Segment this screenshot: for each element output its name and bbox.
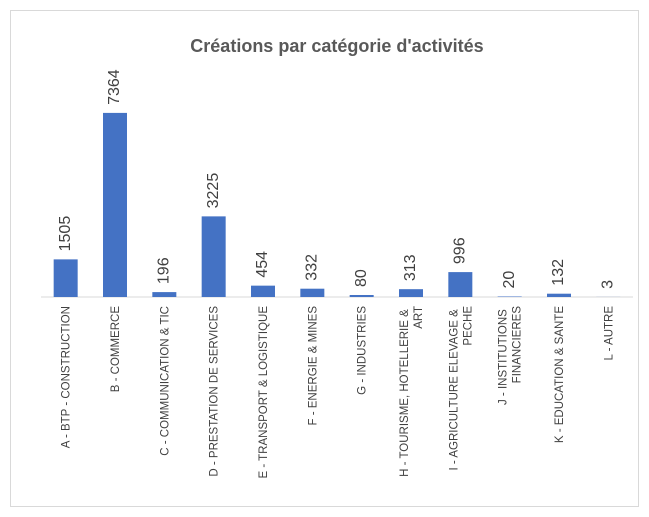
data-label: 332 xyxy=(304,254,321,281)
data-label: 996 xyxy=(452,237,469,264)
data-label: 3 xyxy=(600,280,617,289)
bar xyxy=(547,293,571,297)
data-label: 80 xyxy=(353,269,370,287)
bar xyxy=(497,296,522,297)
bar xyxy=(152,292,177,297)
x-tick-label: A - BTP - CONSTRUCTION xyxy=(61,306,73,448)
x-tick-label: D - PRESTATION DE SERVICES xyxy=(209,306,221,477)
data-label: 196 xyxy=(156,257,173,284)
data-label: 3225 xyxy=(205,173,222,209)
chart-title: Créations par catégorie d'activités xyxy=(190,36,483,56)
bar xyxy=(53,259,78,297)
data-label: 20 xyxy=(501,271,518,289)
bar xyxy=(349,295,374,297)
x-tick-label: C - COMMUNICATION & TIC xyxy=(159,306,171,456)
x-tick-label: J - INSTITUTIONS FINANCIERES xyxy=(498,306,524,405)
x-tick-label: H - TOURISME, HOTELLERIE & ART xyxy=(399,306,425,477)
x-tick-label: I - AGRICULTURE ELEVAGE & PECHE xyxy=(448,306,474,471)
bar xyxy=(103,112,127,298)
bar xyxy=(448,272,473,297)
bar xyxy=(201,216,226,297)
x-tick-label: B - COMMERCE xyxy=(110,306,122,393)
data-label: 132 xyxy=(550,259,567,286)
x-tick-label: K - EDUCATION & SANTE xyxy=(554,306,566,443)
x-tick-label: G - INDUSTRIES xyxy=(357,306,369,395)
data-label: 1505 xyxy=(57,216,74,252)
x-tick-label: F - ENERGIE & MINES xyxy=(307,306,319,426)
data-label: 313 xyxy=(402,254,419,281)
x-tick-label: E - TRANSPORT & LOGISTIQUE xyxy=(258,306,270,479)
data-label: 7364 xyxy=(106,69,123,105)
x-tick-label: L - AUTRE xyxy=(603,306,615,361)
data-label: 454 xyxy=(254,251,271,278)
bar xyxy=(300,288,325,297)
bar xyxy=(251,285,275,297)
bar xyxy=(399,289,423,297)
